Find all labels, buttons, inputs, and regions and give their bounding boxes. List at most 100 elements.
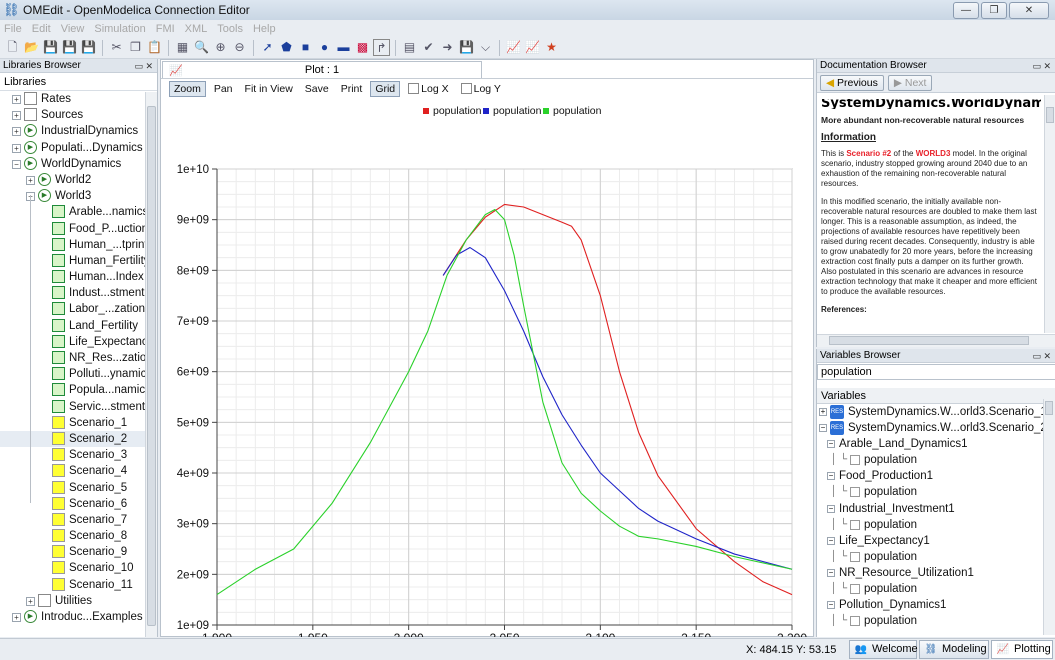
library-item[interactable]: Scenario_9 — [0, 544, 157, 560]
library-item[interactable]: Human...Index — [0, 269, 157, 285]
library-item[interactable]: NR_Res...zation — [0, 350, 157, 366]
expand-icon[interactable]: + — [12, 95, 21, 104]
pan-button[interactable]: Pan — [213, 82, 233, 95]
zoom-button[interactable]: Zoom — [169, 80, 206, 97]
new-parametric-plot-icon[interactable]: 📈 — [525, 40, 540, 54]
log-y-checkbox-box[interactable] — [460, 83, 472, 95]
collapse-icon[interactable]: − — [827, 503, 835, 513]
simulation-setup-icon[interactable]: ⌵ — [480, 40, 491, 54]
variables-model-row[interactable]: + RES SystemDynamics.W...orld3.Scenario_1 — [817, 404, 1055, 420]
log-x-checkbox[interactable]: Log X — [404, 82, 452, 96]
library-item[interactable]: + ▶ Populati...Dynamics — [0, 140, 157, 156]
library-item[interactable]: Human_...tprint — [0, 237, 157, 253]
collapse-icon[interactable]: − — [12, 159, 21, 169]
library-item[interactable]: + Sources — [0, 107, 157, 123]
expand-icon[interactable]: + — [26, 596, 35, 606]
log-y-checkbox[interactable]: Log Y — [457, 82, 505, 96]
save-all-icon[interactable]: 💾 — [81, 40, 96, 54]
variables-variable-row[interactable]: │ └ population — [817, 452, 1055, 468]
dock-controls[interactable]: ▭ ✕ — [134, 61, 153, 71]
variables-variable-row[interactable]: │ └ population — [817, 484, 1055, 500]
library-item[interactable]: Life_Expectancy — [0, 334, 157, 350]
variables-group-row[interactable]: − Arable_Land_Dynamics1 — [817, 436, 1055, 452]
variables-group-row[interactable]: − Life_Expectancy1 — [817, 533, 1055, 549]
library-item[interactable]: + ▶ IndustrialDynamics — [0, 123, 157, 139]
library-item[interactable]: −▶World3 — [0, 188, 157, 204]
library-item[interactable]: Scenario_7 — [0, 512, 157, 528]
collapse-icon[interactable]: − — [827, 535, 835, 545]
maximize-button[interactable]: ❐ — [981, 2, 1007, 19]
doc-horizontal-scrollbar[interactable] — [817, 334, 1055, 347]
expand-icon[interactable]: + — [26, 175, 35, 185]
menu-file[interactable]: File — [4, 22, 22, 35]
variables-variable-row[interactable]: │ └ population — [817, 581, 1055, 597]
variables-group-row[interactable]: − Food_Production1 — [817, 468, 1055, 484]
polygon-tool-icon[interactable]: ⬟ — [281, 40, 292, 54]
variables-filter-input[interactable]: population — [817, 364, 1055, 380]
save-plot-button[interactable]: Save — [304, 82, 329, 95]
collapse-icon[interactable]: − — [827, 600, 835, 610]
zoom-icon[interactable]: 🔍 — [194, 40, 209, 54]
print-plot-button[interactable]: Print — [340, 82, 363, 95]
variables-group-row[interactable]: − NR_Resource_Utilization1 — [817, 565, 1055, 581]
tab-plot-1[interactable]: 📈 Plot : 1 — [162, 61, 482, 78]
expand-icon[interactable]: + — [12, 111, 21, 121]
library-item[interactable]: Labor_...zation — [0, 301, 157, 317]
variables-variable-row[interactable]: │ └ population — [817, 517, 1055, 533]
library-item[interactable]: Arable...namics — [0, 204, 157, 220]
export-icon[interactable]: 💾 — [459, 40, 474, 54]
simulate-icon[interactable]: ➜ — [442, 40, 453, 54]
save-icon[interactable]: 💾 — [43, 40, 58, 54]
expand-icon[interactable]: + — [12, 613, 21, 622]
zoom-in-icon[interactable]: ⊕ — [215, 40, 226, 54]
variable-checkbox[interactable] — [850, 455, 860, 466]
open-file-icon[interactable]: 📂 — [24, 40, 39, 54]
cut-icon[interactable]: ✂ — [111, 40, 122, 54]
library-item[interactable]: + Rates — [0, 91, 157, 107]
menu-tools[interactable]: Tools — [217, 22, 243, 35]
menu-fmi[interactable]: FMI — [155, 22, 175, 35]
variables-variable-row[interactable]: │ └ population — [817, 613, 1055, 629]
plotting-perspective-button[interactable]: 📈 Plotting — [991, 640, 1053, 659]
paste-icon[interactable]: 📋 — [147, 40, 162, 54]
library-item[interactable]: Human_Fertility — [0, 253, 157, 269]
library-item[interactable]: Scenario_4 — [0, 463, 157, 479]
grid-icon[interactable]: ▦ — [176, 40, 189, 54]
library-item[interactable]: Popula...namics — [0, 382, 157, 398]
library-item[interactable]: Indust...stment — [0, 285, 157, 301]
library-item[interactable]: Food_P...uction — [0, 221, 157, 237]
ellipse-tool-icon[interactable]: ● — [320, 40, 329, 54]
validate-icon[interactable]: ✔ — [423, 40, 434, 54]
collapse-icon[interactable]: − — [827, 471, 835, 481]
collapse-icon[interactable]: − — [819, 423, 827, 433]
variables-model-row[interactable]: − RES SystemDynamics.W...orld3.Scenario_2 — [817, 420, 1055, 436]
rectangle-tool-icon[interactable]: ■ — [301, 40, 310, 54]
new-file-icon[interactable]: 🗋 — [7, 40, 18, 54]
library-item[interactable]: Polluti...ynamics — [0, 366, 157, 382]
library-item[interactable]: + ▶ World2 — [0, 172, 157, 188]
variable-checkbox[interactable] — [850, 584, 860, 595]
library-item[interactable]: Scenario_1 — [0, 415, 157, 431]
variable-checkbox[interactable] — [850, 551, 860, 562]
library-item[interactable]: Scenario_10 — [0, 560, 157, 576]
library-item[interactable]: Scenario_2 — [0, 430, 157, 448]
menu-view[interactable]: View — [60, 22, 85, 35]
check-model-icon[interactable]: ▤ — [403, 40, 416, 54]
minimize-button[interactable]: — — [953, 2, 979, 19]
variable-checkbox[interactable] — [850, 616, 860, 627]
library-item[interactable]: Scenario_5 — [0, 480, 157, 496]
variables-variable-row[interactable]: │ └ population — [817, 549, 1055, 565]
menu-help[interactable]: Help — [252, 22, 276, 35]
library-scrollbar[interactable] — [145, 92, 157, 637]
welcome-perspective-button[interactable]: 👥 Welcome — [849, 640, 918, 659]
population-chart[interactable]: 1 900 1 950 2 000 2 050 2 100 2 150 2 200 1e+09… — [161, 99, 813, 637]
menu-xml[interactable]: XML — [184, 22, 208, 35]
library-scroll-thumb[interactable] — [147, 106, 156, 626]
connect-mode-icon[interactable]: ↱ — [373, 39, 390, 56]
bitmap-tool-icon[interactable]: ▩ — [356, 40, 369, 54]
fit-in-view-button[interactable]: Fit in View — [244, 82, 293, 95]
menu-edit[interactable]: Edit — [31, 22, 51, 35]
copy-icon[interactable]: ❐ — [130, 40, 141, 54]
expand-icon[interactable]: + — [12, 143, 21, 153]
library-item[interactable]: Scenario_3 — [0, 447, 157, 463]
